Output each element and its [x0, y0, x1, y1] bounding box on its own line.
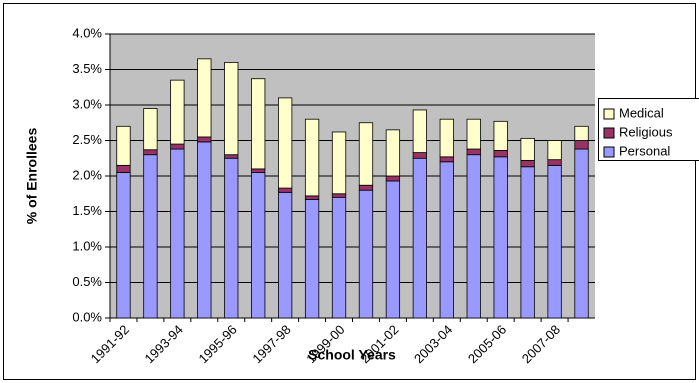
bar-segment [358, 189, 374, 319]
bar-segment [439, 161, 454, 319]
bar-segment [493, 156, 508, 319]
bar-segment [170, 143, 185, 150]
legend-swatch [603, 146, 615, 158]
bar-segment [331, 131, 347, 195]
legend-label: Personal [619, 143, 670, 158]
bar-segment [304, 199, 320, 319]
bar-segment [116, 125, 131, 166]
bar-segment [224, 154, 239, 159]
bar-segment [466, 154, 481, 319]
bar-segment [439, 118, 454, 158]
bar-segment [331, 193, 347, 198]
legend-label: Medical [619, 105, 664, 120]
bar-segment [520, 137, 535, 161]
bar-segment [170, 148, 185, 319]
bar-segment [251, 168, 266, 173]
bar-segment [574, 148, 589, 319]
bar-segment [385, 175, 401, 182]
bar-segment [493, 120, 508, 151]
bar-segment [143, 108, 158, 151]
bar-segment [385, 129, 401, 177]
bar-segment [547, 159, 562, 166]
bar-segment [466, 148, 481, 156]
bar-segment [197, 141, 212, 319]
bar-segment [278, 187, 293, 193]
bar-segment [385, 180, 401, 319]
y-tick-label: 2.5% [72, 132, 102, 147]
y-tick-label: 1.0% [72, 238, 102, 253]
bar-segment [358, 122, 374, 186]
bar-segment [251, 78, 266, 170]
bar-segment [224, 62, 239, 156]
bar-segment [304, 118, 320, 197]
bar-segment [278, 191, 293, 319]
bar-segment [116, 164, 131, 173]
bar-segment [143, 154, 158, 319]
bar-segment [412, 152, 427, 159]
bar-segment [251, 172, 266, 319]
x-axis-title: School Years [308, 347, 396, 363]
bar-segment [358, 184, 374, 191]
bar-segment [331, 196, 347, 319]
bar-segment [574, 125, 589, 141]
y-tick-label: 2.0% [72, 167, 102, 182]
bar-segment [520, 166, 535, 319]
bar-segment [466, 118, 481, 150]
y-tick-label: 3.5% [72, 61, 102, 76]
bar-segment [493, 150, 508, 158]
y-tick-label: 0.0% [72, 309, 102, 324]
bar-segment [412, 109, 427, 153]
y-tick-label: 3.0% [72, 96, 102, 111]
legend-swatch [603, 108, 615, 120]
bar-segment [116, 172, 131, 319]
y-tick-label: 1.5% [72, 203, 102, 218]
bar-segment [170, 79, 185, 145]
bar-segment [439, 156, 454, 163]
y-tick-label: 0.5% [72, 274, 102, 289]
legend-swatch [603, 127, 615, 139]
legend-box [598, 98, 699, 161]
bar-segment [143, 149, 158, 156]
bar-segment [197, 136, 212, 143]
bar-segment [224, 157, 239, 319]
bar-segment [574, 140, 589, 150]
bar-segment [304, 195, 320, 200]
legend-label: Religious [619, 124, 673, 139]
bar-segment [412, 157, 427, 319]
y-tick-label: 4.0% [72, 25, 102, 40]
bar-segment [547, 140, 562, 161]
bar-segment [197, 58, 212, 138]
bar-segment [520, 159, 535, 168]
bar-segment [278, 97, 293, 189]
bar-segment [547, 164, 562, 319]
y-axis-title: % of Enrollees [24, 128, 40, 225]
